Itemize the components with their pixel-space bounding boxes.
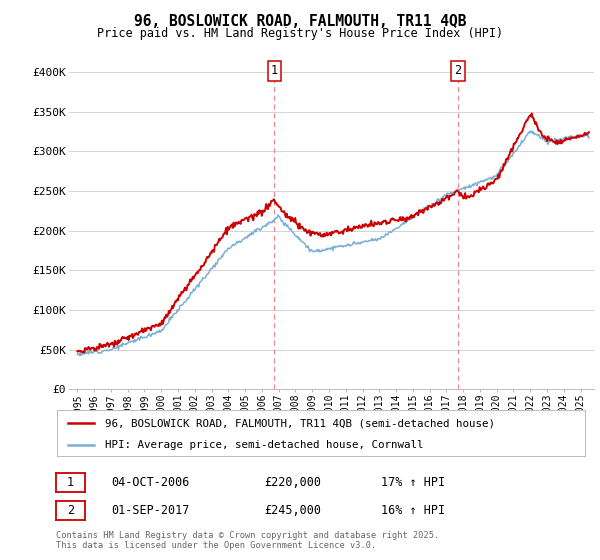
Text: 96, BOSLOWICK ROAD, FALMOUTH, TR11 4QB (semi-detached house): 96, BOSLOWICK ROAD, FALMOUTH, TR11 4QB (…	[104, 418, 494, 428]
Text: HPI: Average price, semi-detached house, Cornwall: HPI: Average price, semi-detached house,…	[104, 440, 423, 450]
Text: 2: 2	[67, 504, 74, 517]
Text: 04-OCT-2006: 04-OCT-2006	[111, 476, 190, 489]
Text: 1: 1	[271, 64, 278, 77]
Text: £220,000: £220,000	[264, 476, 321, 489]
Text: £245,000: £245,000	[264, 504, 321, 517]
Text: 01-SEP-2017: 01-SEP-2017	[111, 504, 190, 517]
Text: 17% ↑ HPI: 17% ↑ HPI	[381, 476, 445, 489]
Text: 16% ↑ HPI: 16% ↑ HPI	[381, 504, 445, 517]
Text: 1: 1	[67, 476, 74, 489]
Text: Price paid vs. HM Land Registry's House Price Index (HPI): Price paid vs. HM Land Registry's House …	[97, 27, 503, 40]
Text: Contains HM Land Registry data © Crown copyright and database right 2025.
This d: Contains HM Land Registry data © Crown c…	[56, 530, 439, 550]
Text: 96, BOSLOWICK ROAD, FALMOUTH, TR11 4QB: 96, BOSLOWICK ROAD, FALMOUTH, TR11 4QB	[134, 14, 466, 29]
Text: 2: 2	[454, 64, 461, 77]
